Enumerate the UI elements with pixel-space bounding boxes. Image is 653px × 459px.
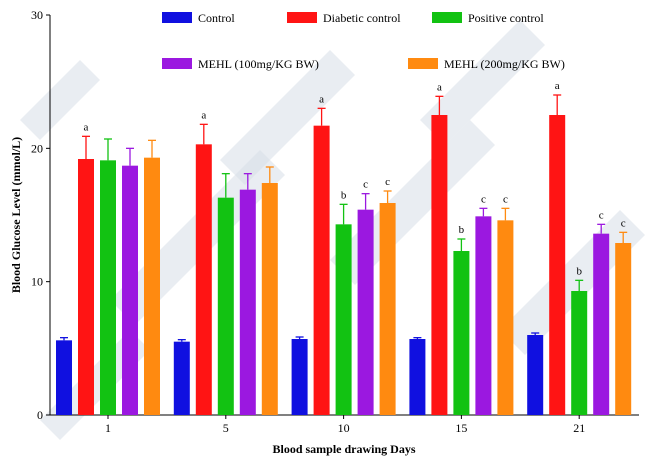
x-tick-label: 10 — [338, 421, 350, 435]
bar-control-day-10 — [291, 339, 308, 415]
bar-mehl-100mg-kg-bw--day-5 — [239, 189, 256, 415]
bar-diabetic-control-day-21 — [549, 115, 566, 415]
bar-positive-control-day-21 — [571, 291, 588, 415]
y-axis-title: Blood Glucose Level (mmol/L) — [9, 137, 23, 293]
legend-swatch — [162, 58, 192, 69]
bar-diabetic-control-day-10 — [313, 125, 330, 416]
x-tick-label: 15 — [455, 421, 467, 435]
legend-label: Diabetic control — [323, 11, 401, 25]
significance-label: b — [576, 265, 582, 277]
bar-positive-control-day-10 — [335, 224, 352, 415]
significance-label: c — [385, 176, 390, 188]
significance-label: c — [621, 217, 626, 229]
significance-label: a — [319, 93, 324, 105]
legend-swatch — [287, 12, 317, 23]
legend-label: Positive control — [468, 11, 544, 25]
bar-positive-control-day-15 — [453, 251, 470, 415]
bar-mehl-200mg-kg-bw--day-10 — [379, 203, 396, 415]
legend-label: MEHL (200mg/KG BW) — [444, 57, 565, 71]
bar-mehl-100mg-kg-bw--day-1 — [122, 165, 138, 415]
significance-label: c — [599, 209, 604, 221]
bar-diabetic-control-day-15 — [431, 115, 448, 415]
bar-mehl-200mg-kg-bw--day-1 — [144, 157, 160, 415]
x-tick-label: 1 — [105, 421, 111, 435]
bar-mehl-100mg-kg-bw--day-21 — [593, 233, 610, 415]
bar-mehl-100mg-kg-bw--day-15 — [475, 216, 492, 415]
bar-control-day-21 — [527, 335, 544, 415]
bar-diabetic-control-day-5 — [195, 144, 212, 416]
legend-label: MEHL (100mg/KG BW) — [198, 57, 319, 71]
y-axis-ticks: 0 10 20 30 — [31, 8, 50, 422]
bar-control-day-15 — [409, 339, 426, 415]
bar-mehl-200mg-kg-bw--day-15 — [497, 220, 514, 415]
significance-label: a — [437, 81, 442, 93]
bar-control-day-5 — [173, 341, 190, 415]
legend-swatch — [162, 12, 192, 23]
y-tick-label: 20 — [31, 141, 43, 155]
bar-series-group: a a a b c c a b c c a b c c — [56, 80, 632, 416]
bar-mehl-200mg-kg-bw--day-21 — [615, 243, 632, 415]
bar-positive-control-day-1 — [100, 160, 116, 415]
x-tick-label: 21 — [573, 421, 585, 435]
y-tick-label: 30 — [31, 8, 43, 22]
significance-label: a — [555, 80, 560, 92]
y-tick-label: 0 — [37, 408, 43, 422]
significance-label: b — [341, 189, 347, 201]
bar-control-day-1 — [56, 340, 72, 415]
legend-swatch — [408, 58, 438, 69]
significance-label: c — [363, 179, 368, 191]
legend-swatch — [432, 12, 462, 23]
significance-label: c — [481, 193, 486, 205]
legend-label: Control — [198, 11, 235, 25]
significance-label: b — [459, 224, 465, 236]
x-axis-ticks: 1 5 10 15 21 — [105, 415, 585, 435]
significance-label: c — [503, 193, 508, 205]
y-tick-label: 10 — [31, 275, 43, 289]
x-tick-label: 5 — [223, 421, 229, 435]
bar-mehl-100mg-kg-bw--day-10 — [357, 209, 374, 415]
bar-positive-control-day-5 — [217, 197, 234, 415]
legend: Control Diabetic control Positive control M… — [162, 11, 565, 71]
significance-label: a — [201, 109, 206, 121]
x-axis-title: Blood sample drawing Days — [272, 442, 415, 456]
bar-mehl-200mg-kg-bw--day-5 — [261, 183, 278, 415]
significance-label: a — [84, 121, 89, 133]
bar-diabetic-control-day-1 — [78, 159, 94, 415]
